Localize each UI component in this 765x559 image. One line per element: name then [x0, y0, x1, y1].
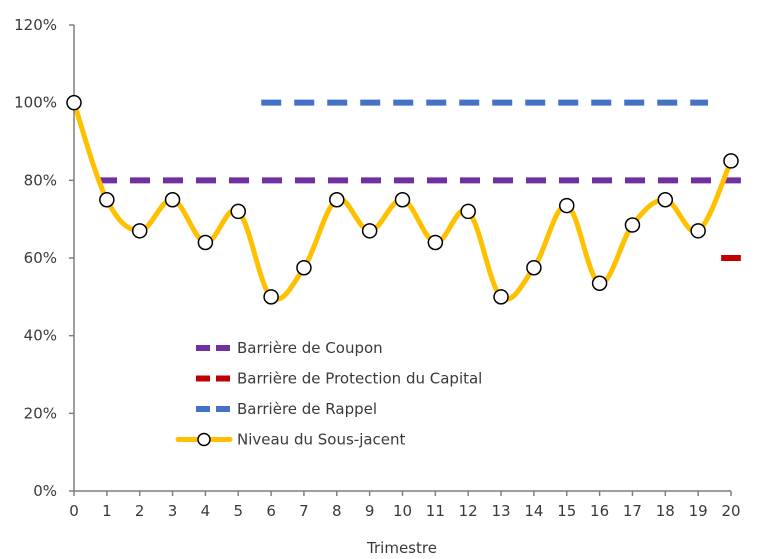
x-tick-label: 18: [656, 502, 675, 520]
x-axis-tick-labels: 0 1 2 3 4 5 6 7 8 9 10 11 12 13 14 15 16 17 18 19 20: [69, 491, 741, 520]
x-tick-label: 20: [721, 502, 740, 520]
legend: Barrière de Coupon Barrière de Protection…: [175, 339, 482, 449]
data-point: [723, 153, 739, 169]
x-tick-label: 0: [69, 502, 79, 520]
legend-label-barriere-de-protection-du-capital: Barrière de Protection du Capital: [237, 370, 482, 388]
y-tick-label: 40%: [24, 327, 57, 345]
data-point: [296, 259, 312, 276]
data-point: [394, 192, 411, 208]
x-tick-label: 12: [459, 502, 478, 520]
y-tick-label: 0%: [33, 482, 57, 500]
x-tick-label: 8: [332, 502, 342, 520]
x-tick-label: 10: [393, 502, 412, 520]
x-tick-label: 13: [492, 502, 511, 520]
data-point: [493, 289, 509, 305]
data-point: [99, 192, 115, 208]
data-point: [329, 192, 345, 208]
data-point: [197, 234, 214, 251]
data-point: [164, 192, 181, 208]
x-tick-label: 2: [135, 502, 145, 520]
x-tick-label: 9: [365, 502, 375, 520]
data-point: [526, 259, 542, 276]
x-tick-label: 19: [689, 502, 708, 520]
data-point: [460, 203, 476, 220]
x-tick-label: 6: [266, 502, 276, 520]
data-point: [131, 223, 148, 239]
x-tick-label: 5: [233, 502, 243, 520]
data-point: [66, 94, 82, 111]
x-tick-label: 11: [426, 502, 445, 520]
data-point: [427, 234, 444, 251]
x-tick-label: 16: [590, 502, 609, 520]
data-point: [263, 289, 279, 305]
y-tick-label: 60%: [24, 249, 57, 267]
y-tick-label: 80%: [24, 171, 57, 189]
legend-marker-niveau-du-sous-jacent: [197, 432, 211, 447]
x-axis-title: Trimestre: [366, 539, 437, 557]
markers-layer: [66, 94, 739, 305]
y-tick-label: 120%: [14, 16, 57, 34]
data-point: [690, 223, 706, 239]
data-point: [591, 275, 608, 291]
y-tick-label: 20%: [24, 404, 57, 422]
x-tick-label: 14: [524, 502, 543, 520]
x-tick-label: 17: [623, 502, 642, 520]
legend-label-niveau-du-sous-jacent: Niveau du Sous-jacent: [237, 431, 406, 449]
legend-label-barriere-de-rappel: Barrière de Rappel: [237, 400, 377, 418]
y-axis-tick-labels: 0% 20% 40% 60% 80% 100% 120%: [14, 16, 74, 500]
x-tick-label: 15: [557, 502, 576, 520]
data-point: [361, 223, 378, 239]
data-point: [657, 192, 674, 208]
axes: [73, 25, 731, 492]
legend-label-barriere-de-coupon: Barrière de Coupon: [237, 339, 383, 357]
x-tick-label: 3: [168, 502, 178, 520]
x-tick-label: 7: [299, 502, 309, 520]
data-point: [230, 203, 246, 220]
data-point: [624, 217, 641, 233]
y-tick-label: 100%: [14, 94, 57, 112]
data-point: [559, 197, 575, 214]
x-tick-label: 4: [201, 502, 211, 520]
x-tick-label: 1: [102, 502, 112, 520]
